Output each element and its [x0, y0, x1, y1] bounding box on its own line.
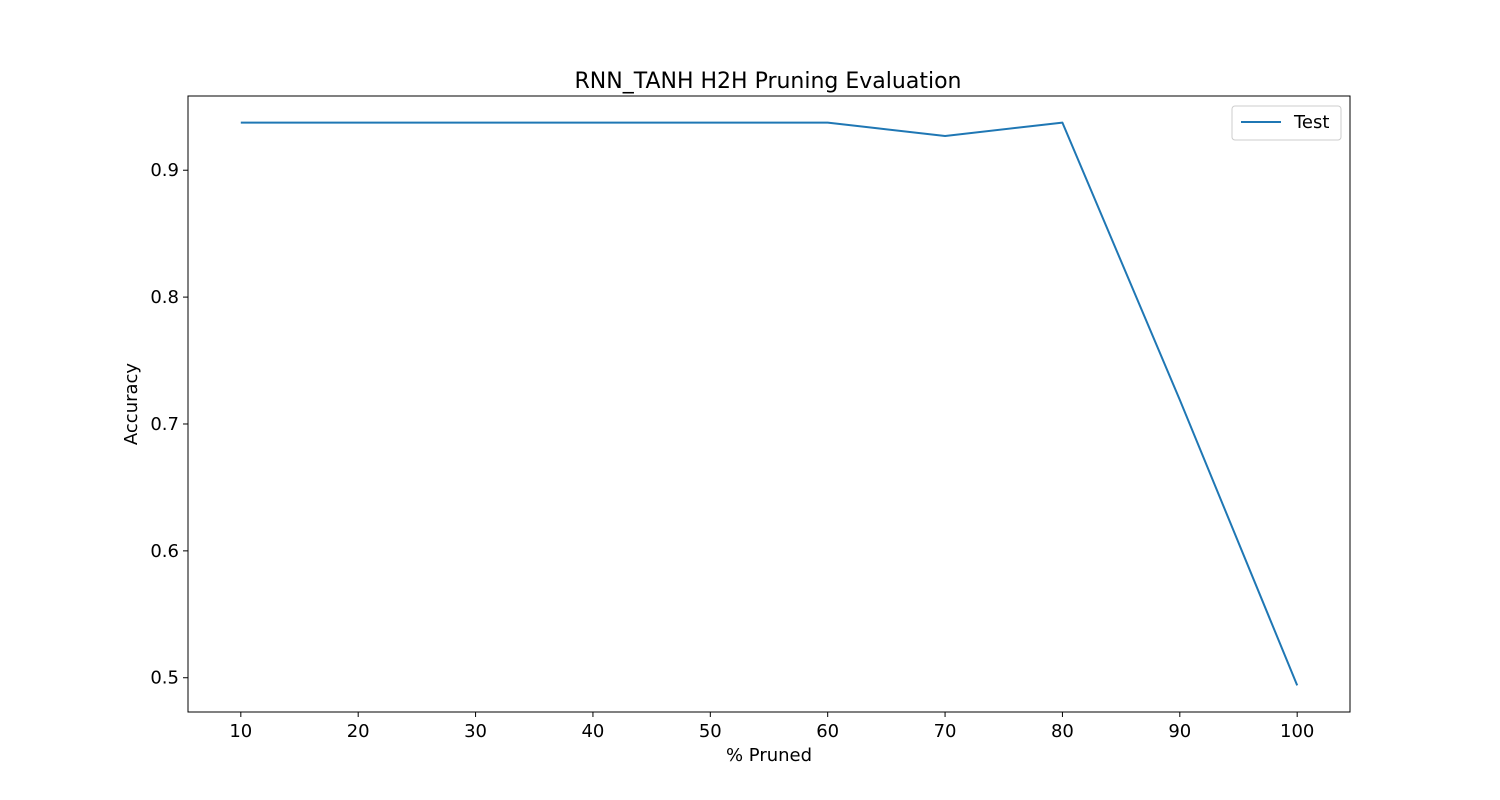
y-axis-label: Accuracy [121, 363, 142, 446]
x-axis-label: % Pruned [726, 745, 812, 766]
x-tick-label: 30 [464, 721, 487, 742]
y-axis-ticks: 0.5 0.6 0.7 0.8 0.9 [150, 160, 188, 689]
x-tick-label: 10 [229, 721, 252, 742]
legend-box [1231, 105, 1342, 141]
series-line-test [240, 121, 1299, 686]
series-group [240, 121, 1299, 686]
y-tick-label: 0.8 [150, 287, 179, 308]
x-tick-label: 100 [1280, 721, 1314, 742]
y-tick-label: 0.6 [150, 541, 179, 562]
plot-area-frame [187, 95, 1351, 713]
legend-label-test: Test [1293, 112, 1329, 133]
y-tick-label: 0.5 [150, 668, 179, 689]
x-tick-label: 90 [1168, 721, 1191, 742]
x-tick-label: 40 [581, 721, 604, 742]
x-tick-label: 70 [934, 721, 957, 742]
x-tick-label: 60 [816, 721, 839, 742]
x-axis-ticks: 10 20 30 40 50 60 70 80 90 100 [229, 712, 1314, 742]
x-tick-label: 50 [699, 721, 722, 742]
y-tick-label: 0.7 [150, 414, 179, 435]
y-tick-label: 0.9 [150, 160, 179, 181]
x-tick-label: 20 [347, 721, 370, 742]
x-tick-label: 80 [1051, 721, 1074, 742]
chart-title: RNN_TANH H2H Pruning Evaluation [575, 69, 962, 94]
legend: Test [1231, 105, 1342, 141]
